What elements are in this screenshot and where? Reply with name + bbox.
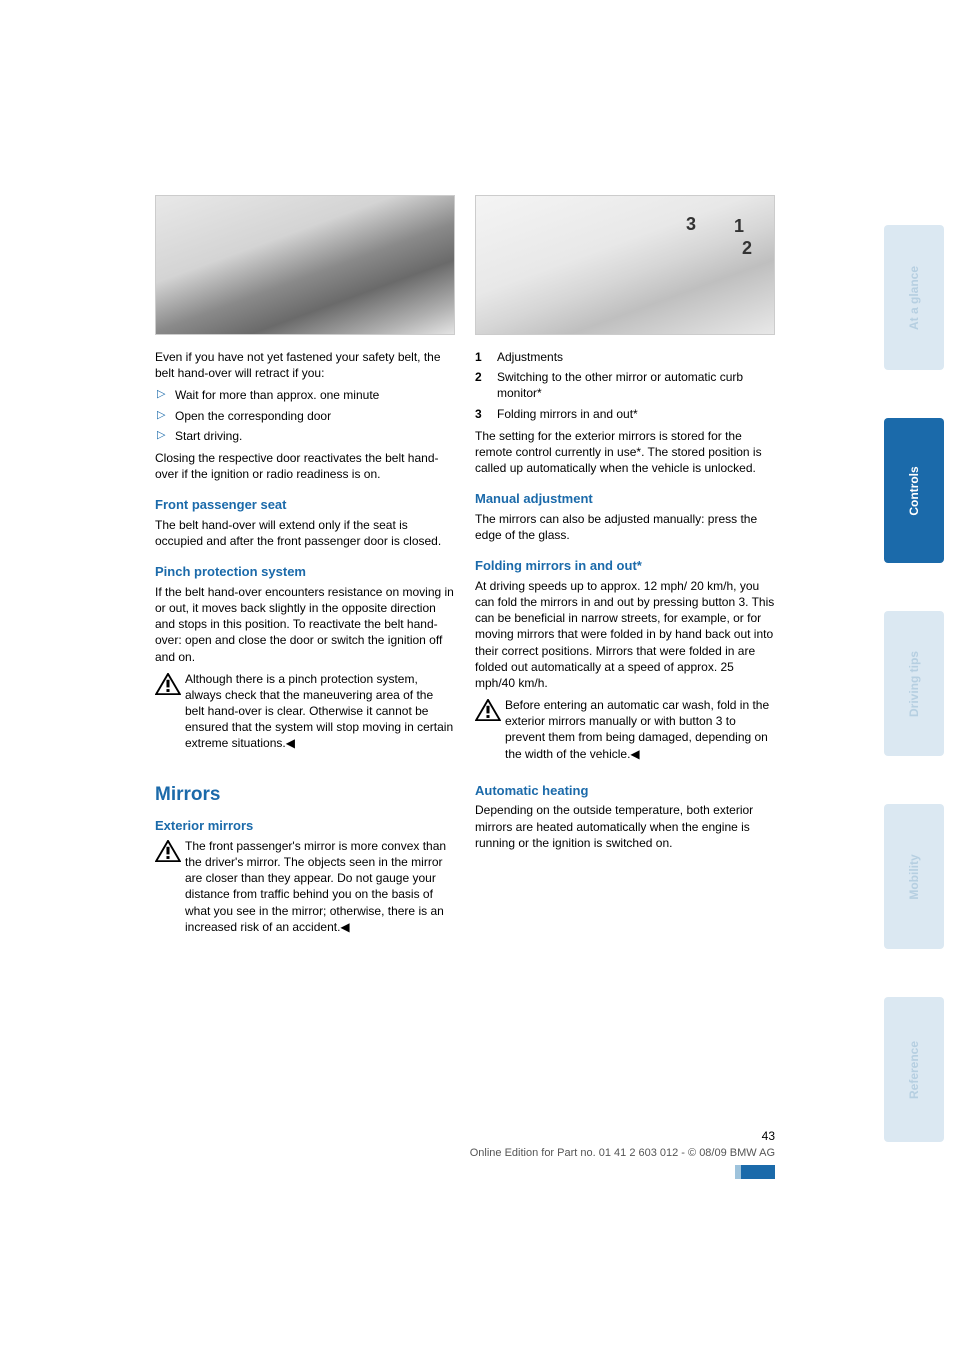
page-number: 43 [155,1128,775,1144]
page-content: Even if you have not yet fastened your s… [155,195,775,941]
auto-heating-heading: Automatic heating [475,782,775,800]
section-tab-label: At a glance [906,265,922,329]
figure-mirror-controls: 1 2 3 [475,195,775,335]
right-column: 1 2 3 1Adjustments 2Switching to the oth… [475,195,775,941]
footer-edition-line: Online Edition for Part no. 01 41 2 603 … [470,1147,775,1159]
pinch-body: If the belt hand-over encounters resista… [155,584,455,665]
front-passenger-heading: Front passenger seat [155,496,455,514]
list-item: Start driving. [155,428,455,444]
legend-item: 1Adjustments [475,349,775,365]
section-tab-mobility[interactable]: Mobility [884,804,944,949]
section-tabs-sidebar: At a glance Controls Driving tips Mobility R… [869,0,954,1350]
figure-label-1: 1 [734,214,744,238]
folding-warning: Before entering an automatic car wash, f… [475,697,775,768]
section-tab-driving-tips[interactable]: Driving tips [884,611,944,756]
legend-item: 3Folding mirrors in and out* [475,406,775,422]
section-tab-reference[interactable]: Reference [884,997,944,1142]
warning-icon [155,673,181,695]
legend-item: 2Switching to the other mirror or automa… [475,369,775,401]
pinch-warning: Although there is a pinch protection sys… [155,671,455,758]
figure-label-3: 3 [686,212,696,236]
list-item: Wait for more than approx. one minute [155,387,455,403]
front-passenger-body: The belt hand-over will extend only if t… [155,517,455,549]
left-column: Even if you have not yet fastened your s… [155,195,455,941]
warning-icon [475,699,501,721]
section-tab-label: Mobility [906,854,922,899]
list-item: Open the corresponding door [155,408,455,424]
section-tab-label: Driving tips [906,650,922,716]
intro-text: Even if you have not yet fastened your s… [155,349,455,381]
auto-heating-body: Depending on the outside temperature, bo… [475,802,775,851]
closing-text: Closing the respective door reactivates … [155,450,455,482]
section-tab-at-a-glance[interactable]: At a glance [884,225,944,370]
pinch-heading: Pinch protection system [155,563,455,581]
retract-conditions-list: Wait for more than approx. one minute Op… [155,387,455,444]
exterior-mirrors-heading: Exterior mirrors [155,817,455,835]
folding-body: At driving speeds up to approx. 12 mph/ … [475,578,775,691]
exterior-mirrors-warning: The front passenger's mirror is more con… [155,838,455,941]
section-tab-label: Controls [906,466,922,515]
section-tab-controls[interactable]: Controls [884,418,944,563]
section-tab-label: Reference [906,1040,922,1098]
setting-body: The setting for the exterior mirrors is … [475,428,775,477]
folding-warning-text: Before entering an automatic car wash, f… [505,697,775,762]
figure-seatbelt [155,195,455,335]
manual-adjustment-heading: Manual adjustment [475,490,775,508]
manual-adjustment-body: The mirrors can also be adjusted manuall… [475,511,775,543]
footer-bar-dark [741,1165,775,1179]
controls-legend-list: 1Adjustments 2Switching to the other mir… [475,349,775,422]
pinch-warning-text: Although there is a pinch protection sys… [185,671,455,752]
mirrors-heading: Mirrors [155,782,455,808]
folding-heading: Folding mirrors in and out* [475,557,775,575]
warning-icon [155,840,181,862]
page-footer: 43 Online Edition for Part no. 01 41 2 6… [155,1128,775,1180]
exterior-mirrors-warning-text: The front passenger's mirror is more con… [185,838,455,935]
figure-label-2: 2 [742,236,752,260]
